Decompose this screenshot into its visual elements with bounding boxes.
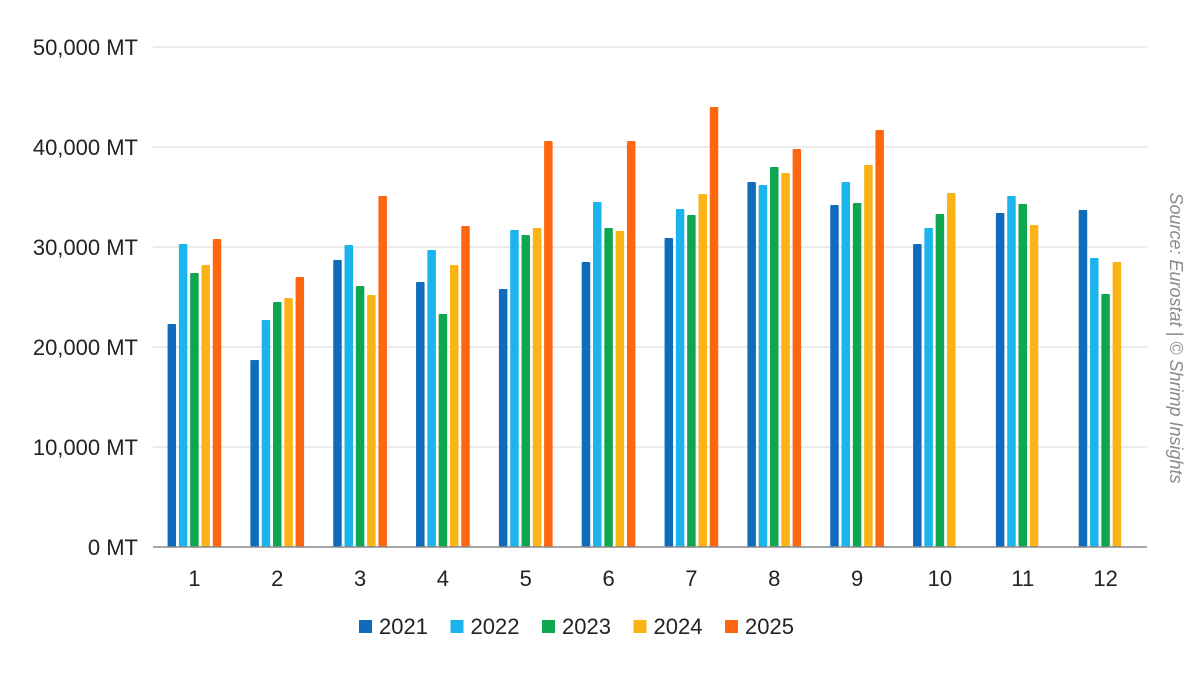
x-tick-label: 8 <box>768 566 780 591</box>
legend-label: 2025 <box>745 614 794 639</box>
bar-2024-11 <box>1029 225 1039 547</box>
bar-2021-8 <box>747 182 756 547</box>
bar-2022-9 <box>841 182 851 547</box>
y-tick-label: 0 MT <box>88 535 138 560</box>
bar-2022-10 <box>924 228 933 547</box>
bar-2023-8 <box>770 167 779 547</box>
bar-2023-3 <box>355 286 365 547</box>
legend-swatch-2021 <box>359 620 372 633</box>
legend-swatch-2023 <box>542 620 555 633</box>
y-tick-label: 10,000 MT <box>33 435 138 460</box>
x-axis-ticks: 1 2 3 4 5 6 7 8 9 10 11 12 <box>188 566 1118 591</box>
bar-2025-2 <box>295 277 305 547</box>
bar-2021-9 <box>830 205 839 547</box>
bar-2025-5 <box>544 141 553 547</box>
bar-2021-2 <box>250 360 259 547</box>
x-tick-label: 7 <box>685 566 697 591</box>
x-tick-label: 4 <box>437 566 449 591</box>
y-tick-label: 40,000 MT <box>33 135 138 160</box>
bar-2025-6 <box>626 141 636 547</box>
bar-2023-12 <box>1101 294 1110 547</box>
bar-2023-11 <box>1018 204 1027 547</box>
legend-label: 2022 <box>471 614 520 639</box>
bar-2022-5 <box>510 230 519 547</box>
x-tick-label: 3 <box>354 566 366 591</box>
bar-2025-1 <box>212 239 222 547</box>
bar-2024-1 <box>201 265 210 547</box>
bar-2022-1 <box>178 244 188 547</box>
x-tick-label: 11 <box>1011 566 1034 591</box>
bar-2022-12 <box>1090 258 1099 547</box>
bar-2025-3 <box>378 196 387 547</box>
x-tick-label: 9 <box>851 566 863 591</box>
bar-2024-10 <box>946 193 956 547</box>
y-tick-label: 20,000 MT <box>33 335 138 360</box>
bar-2021-6 <box>581 262 591 547</box>
legend-label: 2021 <box>379 614 428 639</box>
x-tick-label: 5 <box>520 566 532 591</box>
bar-2025-9 <box>875 130 884 547</box>
bar-2024-5 <box>532 228 542 547</box>
x-tick-label: 12 <box>1093 566 1117 591</box>
bar-2022-11 <box>1007 196 1016 547</box>
y-axis-ticks: 0 MT 10,000 MT 20,000 MT 30,000 MT 40,000 MT… <box>33 35 138 560</box>
bar-2021-4 <box>416 282 425 547</box>
bar-2024-4 <box>449 265 459 547</box>
legend: 2021 2022 2023 2024 2025 <box>359 614 794 639</box>
bar-2022-7 <box>675 209 685 547</box>
x-tick-label: 10 <box>928 566 952 591</box>
bar-2021-3 <box>333 260 342 547</box>
bar-2021-5 <box>498 289 508 547</box>
y-tick-label: 50,000 MT <box>33 35 138 60</box>
legend-label: 2024 <box>654 614 703 639</box>
source-credit: Source: Eurostat | © Shrimp Insights <box>1166 192 1186 483</box>
bar-2024-6 <box>615 231 625 547</box>
x-tick-label: 6 <box>602 566 614 591</box>
bar-2022-8 <box>758 185 768 547</box>
bar-2023-9 <box>852 203 862 547</box>
bar-2024-12 <box>1112 262 1122 547</box>
bar-2024-3 <box>367 295 376 547</box>
legend-label: 2023 <box>562 614 611 639</box>
bar-2025-8 <box>792 149 802 547</box>
legend-swatch-2024 <box>633 620 647 633</box>
bar-2023-4 <box>438 314 448 547</box>
bar-2022-2 <box>261 320 271 547</box>
bar-2023-5 <box>521 235 530 547</box>
x-tick-label: 2 <box>271 566 283 591</box>
bar-2025-4 <box>461 226 470 547</box>
bars <box>167 107 1122 547</box>
bar-2023-1 <box>190 273 199 547</box>
bar-2021-11 <box>995 213 1005 547</box>
bar-2021-7 <box>664 238 674 547</box>
bar-2021-12 <box>1078 210 1088 547</box>
bar-2021-1 <box>167 324 177 547</box>
bar-2024-2 <box>284 298 293 547</box>
bar-2022-4 <box>427 250 436 547</box>
bar-2024-8 <box>781 173 790 547</box>
bar-2023-10 <box>935 214 945 547</box>
y-tick-label: 30,000 MT <box>33 235 138 260</box>
gridlines <box>153 46 1147 448</box>
bar-2022-6 <box>593 202 602 547</box>
x-tick-label: 1 <box>188 566 200 591</box>
bar-2023-7 <box>687 215 696 547</box>
bar-2025-7 <box>709 107 719 547</box>
legend-swatch-2022 <box>450 620 464 633</box>
bar-2024-9 <box>864 165 873 547</box>
legend-swatch-2025 <box>725 620 738 633</box>
bar-2022-3 <box>344 245 354 547</box>
bar-2024-7 <box>698 194 707 547</box>
bar-2023-6 <box>604 228 613 547</box>
bar-2023-2 <box>273 302 282 547</box>
bar-2021-10 <box>913 244 922 547</box>
